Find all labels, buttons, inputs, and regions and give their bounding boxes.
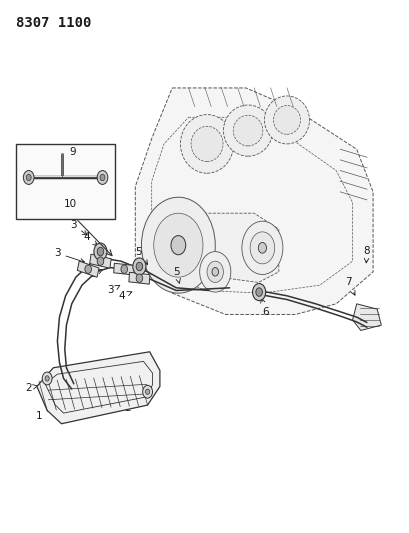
Circle shape: [136, 262, 142, 271]
Ellipse shape: [191, 126, 222, 161]
Circle shape: [252, 284, 265, 301]
Text: 9: 9: [67, 163, 75, 176]
Text: 3: 3: [107, 285, 119, 295]
Text: 4: 4: [119, 291, 132, 301]
Circle shape: [249, 232, 274, 264]
Circle shape: [94, 243, 107, 260]
Ellipse shape: [180, 115, 233, 173]
Circle shape: [100, 174, 105, 181]
Text: 8307 1100: 8307 1100: [16, 16, 92, 30]
Text: 5: 5: [173, 267, 180, 283]
Polygon shape: [352, 304, 380, 330]
Polygon shape: [77, 261, 99, 277]
Text: 2: 2: [124, 398, 140, 413]
Text: 5: 5: [135, 247, 147, 264]
Circle shape: [207, 261, 223, 282]
Circle shape: [171, 236, 185, 255]
Polygon shape: [135, 88, 372, 314]
Circle shape: [23, 171, 34, 184]
Ellipse shape: [223, 105, 272, 156]
Circle shape: [255, 288, 262, 296]
Circle shape: [153, 213, 202, 277]
Polygon shape: [113, 263, 135, 275]
Polygon shape: [37, 352, 160, 424]
Text: 3: 3: [54, 248, 84, 263]
Ellipse shape: [264, 96, 309, 144]
Circle shape: [26, 174, 31, 181]
Circle shape: [241, 221, 282, 274]
Circle shape: [45, 376, 49, 381]
Text: 10: 10: [64, 199, 77, 208]
Ellipse shape: [233, 115, 262, 146]
Text: 3: 3: [89, 270, 102, 279]
Text: 2: 2: [25, 383, 38, 393]
Circle shape: [136, 274, 142, 282]
Circle shape: [211, 268, 218, 276]
Circle shape: [199, 252, 230, 292]
Circle shape: [97, 257, 103, 265]
Circle shape: [141, 197, 215, 293]
Circle shape: [85, 265, 91, 273]
Circle shape: [142, 385, 152, 398]
Circle shape: [97, 171, 108, 184]
Polygon shape: [128, 272, 150, 284]
Circle shape: [258, 243, 266, 253]
Text: 1: 1: [36, 404, 60, 421]
Circle shape: [42, 372, 52, 385]
Polygon shape: [90, 254, 111, 268]
Polygon shape: [164, 213, 278, 282]
Circle shape: [145, 389, 149, 394]
Text: 9: 9: [69, 147, 76, 157]
Circle shape: [97, 247, 103, 256]
Text: 10: 10: [65, 188, 78, 198]
Circle shape: [121, 265, 127, 273]
Ellipse shape: [273, 106, 300, 134]
Text: 3: 3: [70, 220, 87, 235]
Bar: [16, 144, 115, 219]
Text: 7: 7: [344, 278, 354, 295]
Text: 6: 6: [260, 298, 268, 317]
Circle shape: [133, 258, 146, 275]
Text: 4: 4: [83, 232, 97, 246]
Text: 8: 8: [363, 246, 369, 263]
